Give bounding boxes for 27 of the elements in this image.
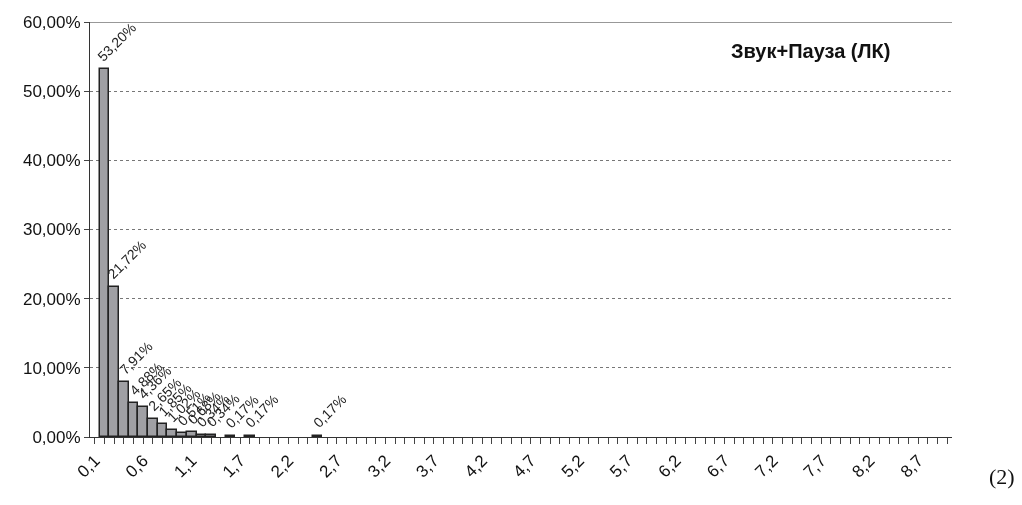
x-tick-label: 1,1 xyxy=(170,451,201,482)
x-tick-label: 2,2 xyxy=(267,451,298,482)
x-tick-label: 3,2 xyxy=(364,451,395,482)
text: Звук+Пауза (ЛК) xyxy=(731,40,891,62)
x-tick-label: 8,2 xyxy=(848,451,879,482)
y-tick-label: 50,00% xyxy=(22,82,81,102)
x-tick-label: 8,7 xyxy=(896,451,927,482)
y-tick-label: 0,00% xyxy=(32,427,81,447)
x-tick-label: 7,7 xyxy=(799,451,831,482)
x-tick-label: 6,2 xyxy=(654,451,685,482)
x-tick-label: 4,2 xyxy=(460,451,492,482)
x-tick-label: 5,2 xyxy=(557,451,588,482)
text: (2) xyxy=(989,464,1015,489)
x-tick-label: 0,1 xyxy=(73,451,104,482)
x-tick-label: 2,7 xyxy=(315,451,346,482)
x-tick-label: 0,6 xyxy=(121,451,153,482)
y-tick-label: 10,00% xyxy=(22,358,81,378)
x-tick-label: 1,7 xyxy=(218,451,249,482)
y-tick-label: 40,00% xyxy=(22,151,81,171)
y-tick-label: 30,00% xyxy=(22,220,81,240)
x-tick-label: 7,2 xyxy=(751,451,782,482)
x-tick-label: 4,7 xyxy=(509,451,540,482)
y-tick-label: 60,00% xyxy=(22,12,81,32)
y-tick-label: 20,00% xyxy=(22,289,81,309)
x-tick-label: 6,7 xyxy=(703,451,734,482)
x-tick-label: 3,7 xyxy=(412,451,443,482)
x-tick-label: 5,7 xyxy=(606,451,637,482)
